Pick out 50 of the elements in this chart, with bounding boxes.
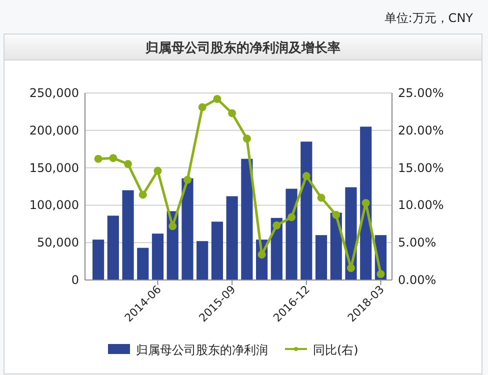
point bbox=[168, 222, 177, 230]
point bbox=[332, 210, 340, 219]
bar bbox=[152, 234, 164, 280]
point bbox=[317, 194, 326, 202]
y-tick-label: 200,000 bbox=[29, 123, 79, 138]
point bbox=[109, 154, 118, 162]
point bbox=[288, 213, 296, 222]
bar bbox=[92, 240, 104, 280]
bar bbox=[315, 235, 328, 280]
point bbox=[258, 250, 266, 259]
y2-tick-label: 10.00% bbox=[398, 198, 444, 212]
bar bbox=[137, 248, 149, 280]
point bbox=[183, 176, 192, 184]
point bbox=[138, 190, 147, 199]
y2-tick-label: 0.00% bbox=[398, 273, 436, 287]
point bbox=[198, 103, 206, 112]
y2-tick-label: 20.00% bbox=[398, 123, 444, 138]
point bbox=[376, 270, 385, 278]
bar bbox=[107, 216, 119, 280]
bar bbox=[196, 241, 208, 280]
legend-label: 同比(右) bbox=[313, 343, 358, 357]
bar bbox=[286, 188, 298, 280]
bar bbox=[211, 222, 223, 280]
chart-title: 归属母公司股东的净利润及增长率 bbox=[144, 40, 340, 56]
point bbox=[124, 160, 132, 168]
point bbox=[272, 221, 281, 230]
bar bbox=[182, 178, 194, 280]
bar bbox=[226, 196, 238, 280]
y2-tick-label: 15.00% bbox=[398, 160, 444, 175]
y-tick-label: 0 bbox=[71, 273, 79, 287]
point bbox=[362, 198, 370, 207]
point bbox=[213, 94, 222, 103]
y2-tick-label: 25.00% bbox=[398, 86, 444, 100]
point bbox=[346, 264, 355, 272]
y-tick-label: 250,000 bbox=[29, 86, 79, 100]
y-tick-label: 100,000 bbox=[29, 198, 79, 212]
legend-label: 归属母公司股东的净利润 bbox=[136, 343, 268, 357]
point bbox=[154, 166, 162, 175]
text: 单位:万元，CNY bbox=[384, 11, 474, 25]
y-tick-label: 150,000 bbox=[29, 160, 79, 175]
point bbox=[302, 172, 310, 180]
point bbox=[242, 134, 251, 143]
bar bbox=[360, 126, 372, 280]
bar bbox=[300, 142, 312, 280]
y-tick-label: 50,000 bbox=[37, 236, 79, 250]
bar bbox=[241, 158, 253, 280]
bar bbox=[122, 190, 134, 280]
y2-tick-label: 5.00% bbox=[398, 236, 436, 250]
point bbox=[94, 154, 102, 163]
point bbox=[228, 109, 236, 118]
